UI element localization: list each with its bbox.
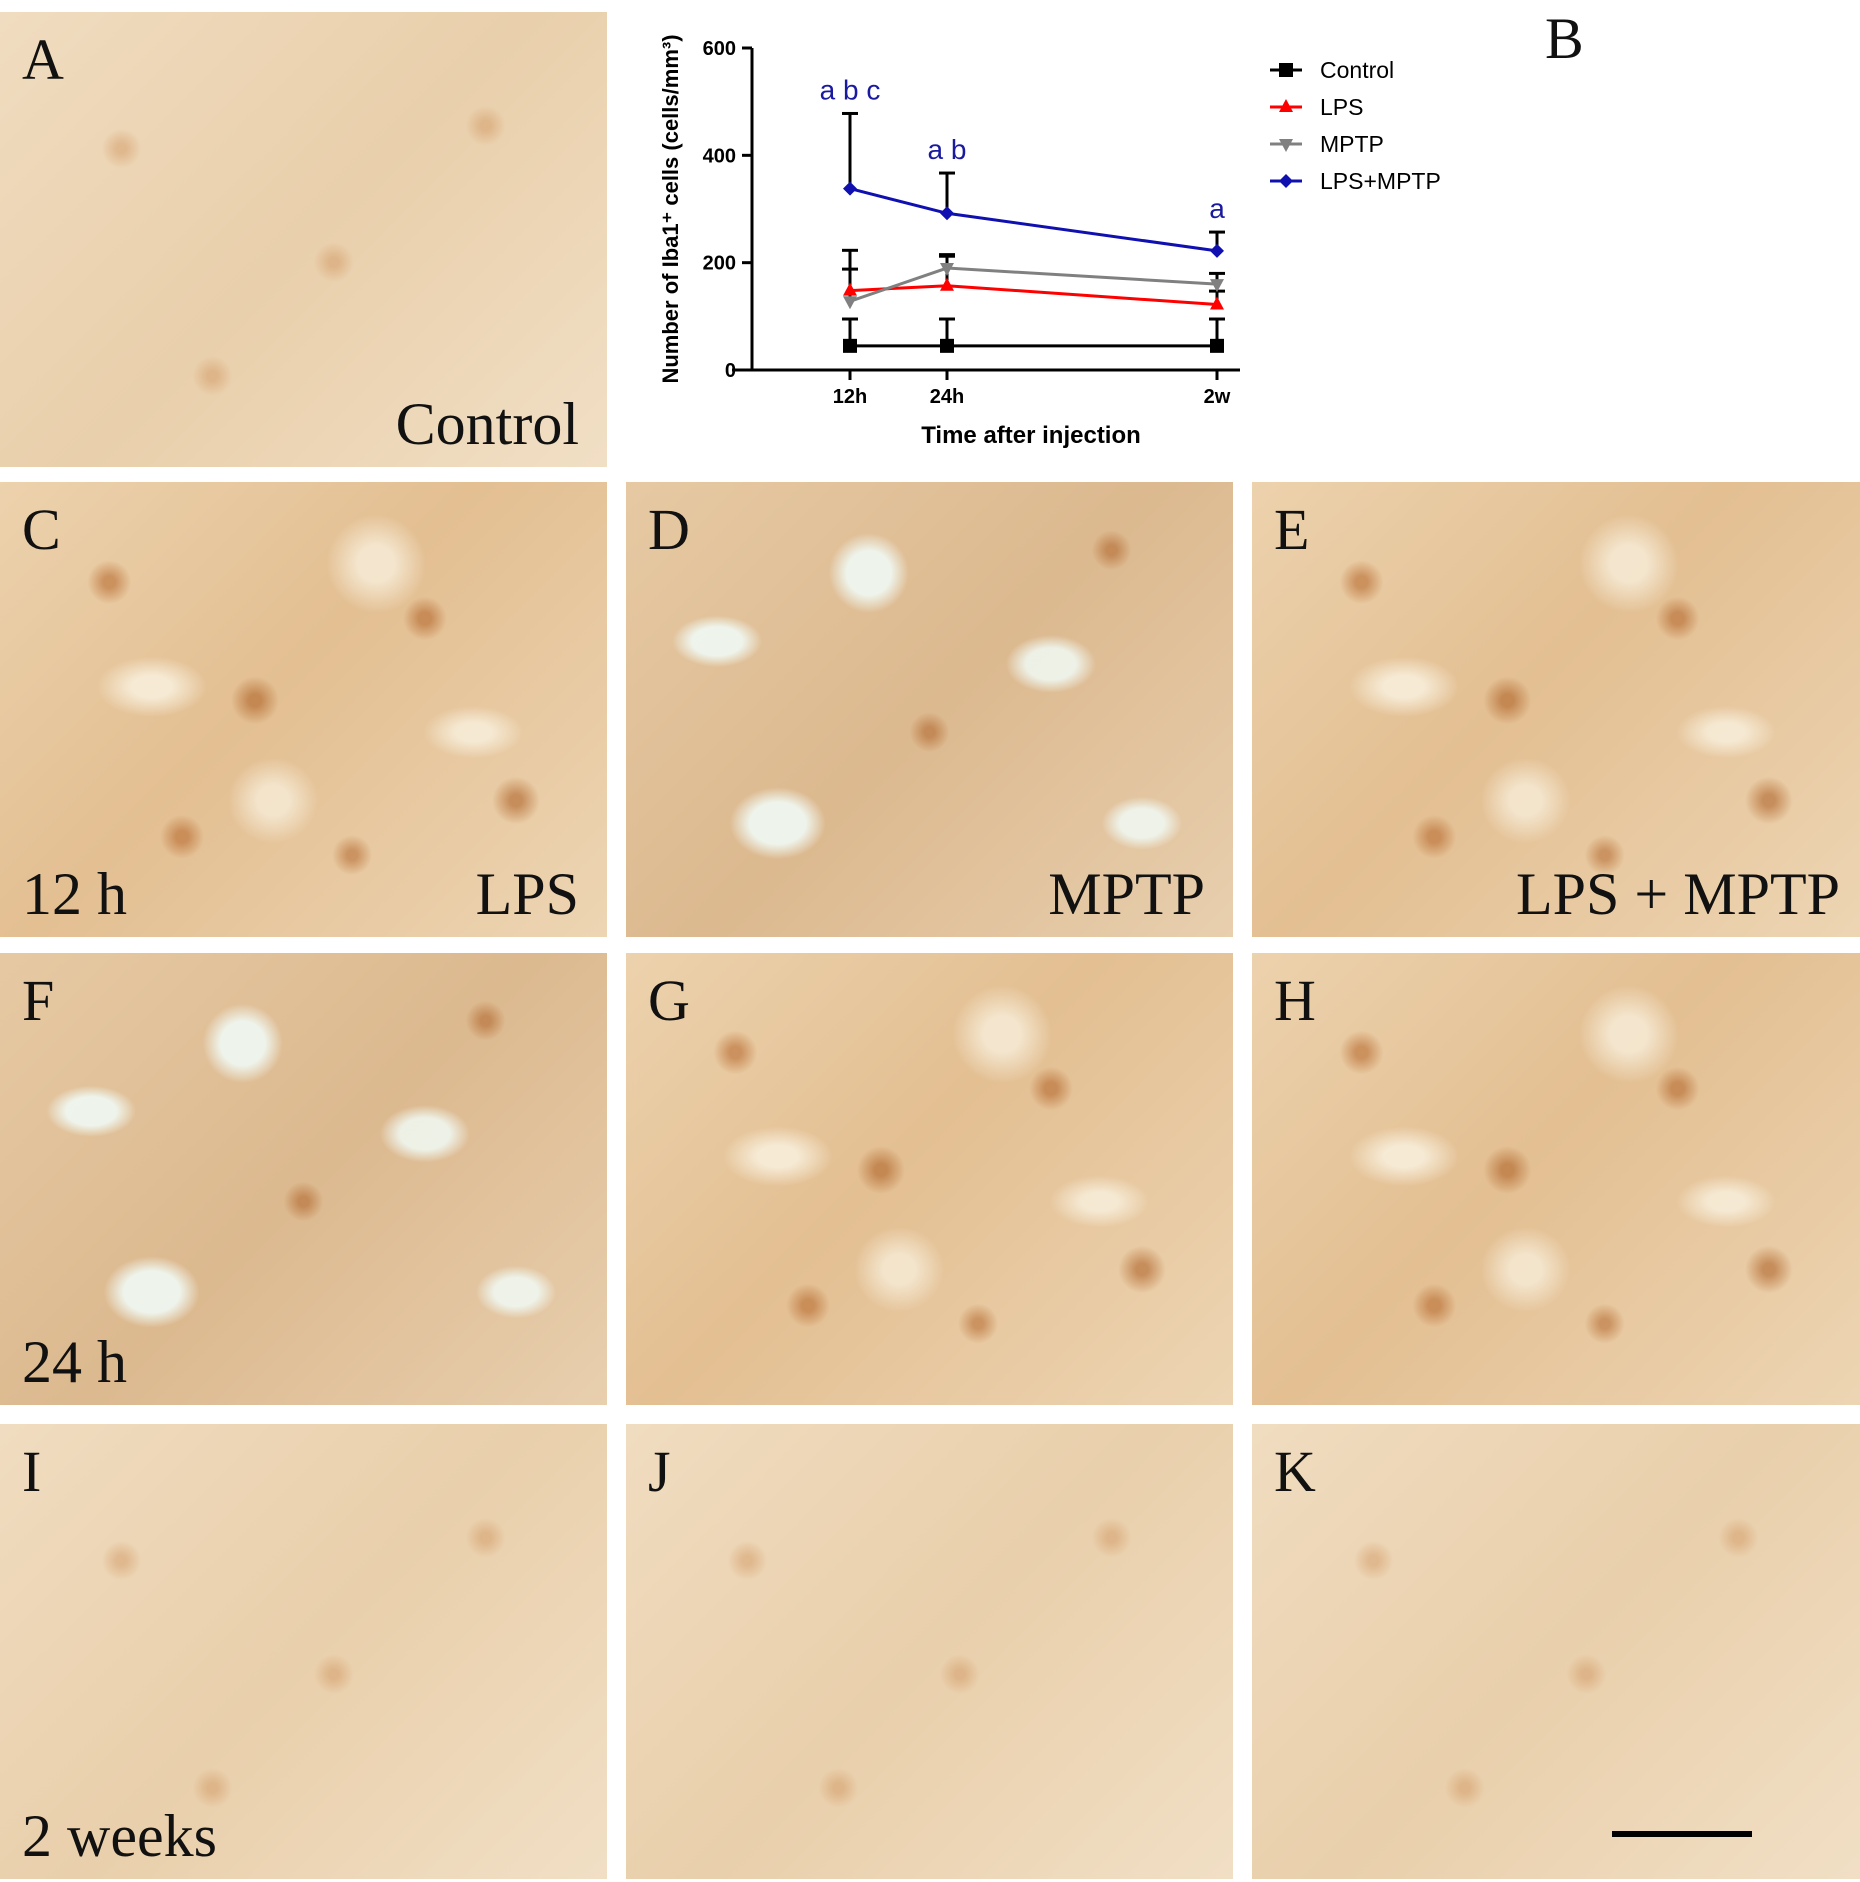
panel-letter-h: H [1274,968,1316,1033]
panel-letter-d: D [648,497,690,562]
iba1-line-chart: 0 200 400 600 12h 24h 2w Time after injection Nu… [658,34,1441,449]
panel-d-mptp-12h: D MPTP [626,482,1233,937]
data-point [940,277,954,291]
panel-b-chart: 0 200 400 600 12h 24h 2w Time after injection Nu… [640,10,1640,460]
legend-marker [1279,139,1293,152]
panel-a-control-micrograph: A Control [0,12,607,467]
significance-annotation: a b [928,134,967,165]
y-tick-label: 600 [703,38,736,60]
panel-letter-c: C [22,497,61,562]
series-line [849,266,1218,303]
panel-g-mptp-24h: G [626,953,1233,1405]
data-point [843,181,857,196]
data-point [843,296,857,310]
panel-c-lps-12h: C 12 h LPS [0,482,607,937]
panel-letter-a: A [22,27,64,92]
x-tick-label: 12h [833,386,867,408]
legend-label: Control [1320,57,1394,83]
panel-f-lps-24h: F 24 h [0,953,607,1405]
panel-letter-b: B [1545,6,1584,71]
legend-label: MPTP [1320,131,1384,157]
legend-marker [1279,63,1293,77]
data-point [843,282,857,296]
panel-a-condition-label: Control [395,391,579,457]
panel-c-condition-label: LPS [475,861,579,927]
panel-letter-k: K [1274,1439,1316,1504]
panel-h-lps-mptp-24h: H [1252,953,1860,1405]
y-tick-label: 0 [725,360,736,382]
y-tick-label: 400 [703,145,736,167]
data-point [940,338,954,353]
x-axis-label: Time after injection [921,422,1141,449]
scale-bar [1612,1831,1752,1837]
panel-j-mptp-2w: J [626,1424,1233,1879]
y-tick-label: 200 [703,253,736,275]
y-axis-label: Number of Iba1⁺ cells (cells/mm³) [658,34,683,383]
significance-annotation: a [1209,193,1225,224]
panel-k-lps-mptp-2w: K [1252,1424,1860,1879]
legend-marker [1279,99,1293,112]
data-point [940,263,954,277]
data-point [1210,243,1224,258]
series-line [849,284,1218,307]
series-line [849,187,1218,253]
panel-d-condition-label: MPTP [1048,861,1205,927]
time-label-24h: 24 h [22,1329,127,1395]
x-tick-label: 2w [1204,386,1231,408]
data-point [1210,279,1224,293]
panel-letter-i: I [22,1439,42,1504]
data-point [1210,296,1224,310]
legend-label: LPS+MPTP [1320,168,1441,194]
panel-e-condition-label: LPS + MPTP [1516,861,1840,927]
panel-letter-f: F [22,968,55,1033]
time-label-2-weeks: 2 weeks [22,1803,217,1869]
x-tick-label: 24h [930,386,964,408]
data-point [940,206,954,221]
time-label-12h: 12 h [22,861,127,927]
panel-letter-g: G [648,968,690,1033]
panel-i-lps-2w: I 2 weeks [0,1424,607,1879]
legend-marker [1279,174,1293,188]
data-point [1210,338,1224,353]
significance-annotation: a b c [820,74,881,105]
panel-e-lps-mptp-12h: E LPS + MPTP [1252,482,1860,937]
panel-letter-e: E [1274,497,1310,562]
legend-label: LPS [1320,94,1363,120]
data-point [843,338,857,353]
panel-letter-j: J [648,1439,671,1504]
